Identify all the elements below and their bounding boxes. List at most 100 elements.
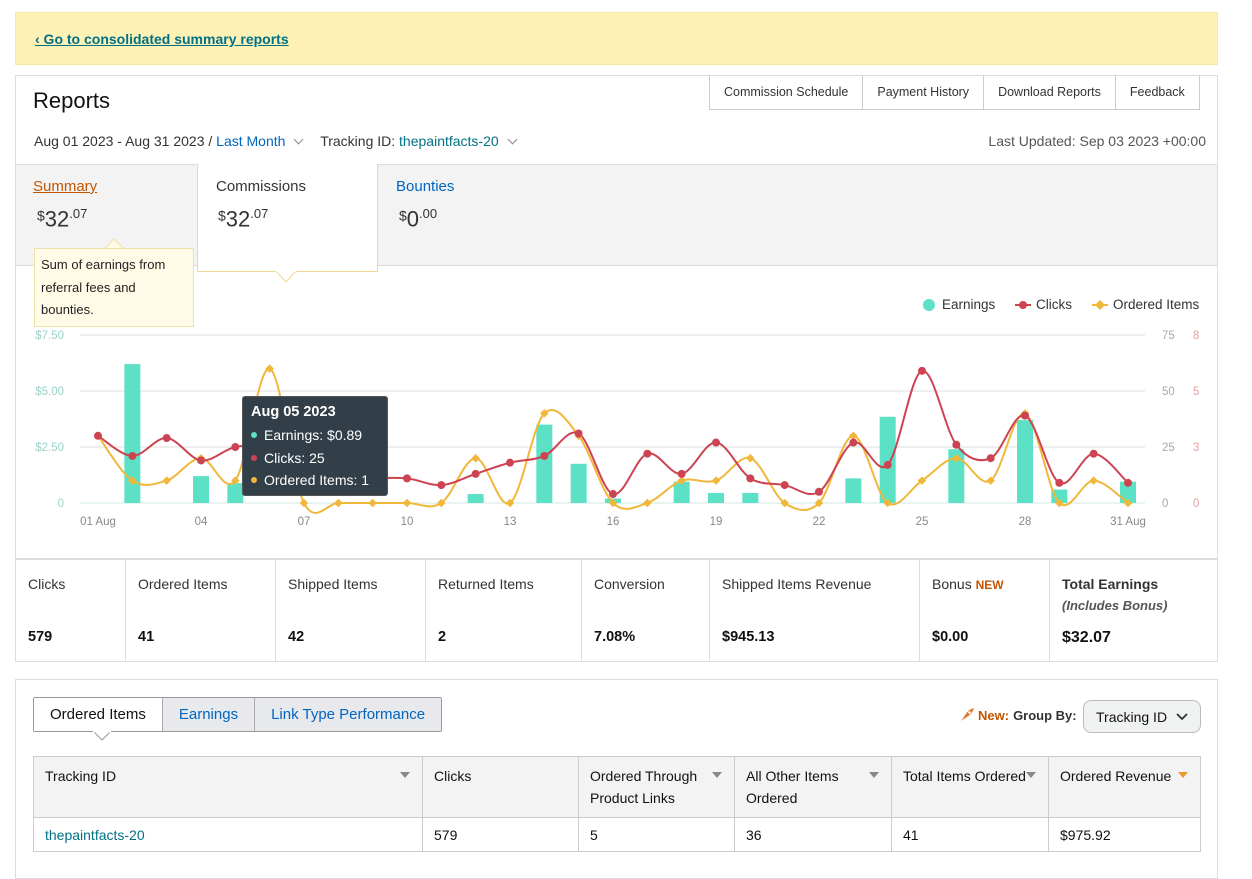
ordered-items-point bbox=[265, 364, 274, 373]
metric-shipped-revenue: Shipped Items Revenue $945.13 bbox=[709, 560, 919, 661]
clicks-point bbox=[574, 429, 583, 438]
download-reports-button[interactable]: Download Reports bbox=[983, 75, 1115, 109]
col-total-items[interactable]: Total Items Ordered bbox=[891, 756, 1049, 818]
ordered-items-point bbox=[677, 476, 686, 485]
legend-earnings[interactable]: Earnings bbox=[922, 297, 995, 312]
cell-ordered-revenue: $975.92 bbox=[1048, 817, 1201, 852]
x-axis-tick: 16 bbox=[607, 516, 620, 528]
ordered-items-point bbox=[299, 498, 309, 508]
y-axis-clicks-tick: 0 bbox=[1162, 498, 1168, 510]
ordered-items-legend-icon bbox=[1092, 299, 1108, 310]
metric-total-earnings: Total Earnings (Includes Bonus) $32.07 bbox=[1049, 560, 1217, 661]
commissions-tab-label[interactable]: Commissions bbox=[216, 178, 307, 195]
commission-schedule-button[interactable]: Commission Schedule bbox=[724, 85, 849, 99]
chevron-down-icon[interactable] bbox=[293, 134, 304, 144]
clicks-point bbox=[540, 451, 549, 460]
ordered-items-table: Tracking ID Clicks Ordered Through Produ… bbox=[33, 756, 1201, 852]
metric-bonus: Bonus NEW $0.00 bbox=[919, 560, 1049, 661]
tab-link-type-performance[interactable]: Link Type Performance bbox=[254, 698, 442, 731]
sort-icon bbox=[1178, 772, 1188, 778]
metric-ordered-items: Ordered Items 41 bbox=[125, 560, 275, 661]
col-clicks[interactable]: Clicks bbox=[422, 756, 579, 818]
clicks-point bbox=[643, 449, 652, 458]
summary-tooltip: Sum of earnings from referral fees and b… bbox=[34, 248, 194, 327]
tracking-id-label: Tracking ID: bbox=[320, 133, 396, 149]
y-axis-left-tick: 0 bbox=[58, 498, 64, 510]
feedback-button[interactable]: Feedback bbox=[1114, 75, 1199, 109]
earnings-bar bbox=[536, 424, 553, 503]
legend-clicks[interactable]: Clicks bbox=[1015, 297, 1072, 312]
ordered-items-point bbox=[917, 476, 927, 485]
y-axis-left-tick: $2.50 bbox=[35, 442, 64, 454]
earnings-bar bbox=[708, 492, 724, 503]
col-tracking-id[interactable]: Tracking ID bbox=[33, 756, 423, 818]
group-by-select[interactable]: Tracking ID bbox=[1083, 700, 1201, 733]
ordered-items-point bbox=[643, 498, 652, 508]
earnings-bar bbox=[845, 478, 862, 503]
y-axis-clicks-tick: 25 bbox=[1162, 442, 1175, 454]
consolidated-summary-link[interactable]: ‹ Go to consolidated summary reports bbox=[35, 31, 289, 47]
clicks-point bbox=[1055, 478, 1064, 487]
bounties-tab-label[interactable]: Bounties bbox=[396, 178, 455, 195]
clicks-point bbox=[609, 490, 617, 499]
col-all-other-items[interactable]: All Other Items Ordered bbox=[734, 756, 892, 818]
clicks-point bbox=[815, 487, 823, 496]
commissions-card[interactable]: Commissions $32.07 bbox=[197, 164, 378, 272]
ordered-items-point bbox=[1123, 498, 1133, 508]
summary-card[interactable]: Summary $32.07 bbox=[16, 164, 197, 266]
period-dropdown[interactable]: Last Month bbox=[216, 133, 286, 149]
clicks-point bbox=[1124, 478, 1132, 487]
bounties-card[interactable]: Bounties $0.00 bbox=[380, 164, 561, 266]
ordered-items-point bbox=[780, 498, 789, 508]
earnings-bar bbox=[124, 364, 141, 503]
payment-history-button[interactable]: Payment History bbox=[862, 75, 983, 109]
clicks-point bbox=[197, 456, 205, 465]
ordered-items-point bbox=[1055, 498, 1064, 508]
y-axis-ordered-tick: 8 bbox=[1193, 330, 1199, 342]
ordered-items-point bbox=[402, 498, 412, 508]
ordered-items-point bbox=[162, 476, 171, 485]
earnings-bar bbox=[879, 416, 896, 503]
x-axis-tick: 22 bbox=[813, 516, 826, 528]
page-title: Reports bbox=[33, 88, 111, 113]
x-axis-tick: 25 bbox=[916, 516, 929, 528]
earnings-bar bbox=[673, 481, 690, 503]
tab-ordered-items[interactable]: Ordered Items bbox=[34, 698, 162, 731]
clicks-point bbox=[403, 474, 411, 483]
performance-chart[interactable]: $7.50 $5.00 $2.50 0 75 50 25 0 8 5 3 0 01 Aug 04 07 10 1… bbox=[0, 320, 1252, 535]
y-axis-left-tick: $7.50 bbox=[35, 330, 64, 342]
chevron-down-icon bbox=[1176, 712, 1188, 720]
sort-icon bbox=[400, 772, 410, 778]
col-ordered-revenue[interactable]: Ordered Revenue bbox=[1048, 756, 1201, 818]
active-tab-pointer bbox=[93, 731, 111, 741]
commissions-value: $32.07 bbox=[218, 206, 269, 232]
x-axis-tick: 07 bbox=[298, 516, 311, 528]
cell-all-other-items: 36 bbox=[734, 817, 892, 852]
earnings-legend-icon bbox=[923, 298, 935, 311]
ordered-items-point bbox=[608, 498, 618, 508]
tracking-id-link[interactable]: thepaintfacts-20 bbox=[45, 826, 145, 843]
chevron-down-icon[interactable] bbox=[507, 134, 518, 144]
x-axis-tick: 19 bbox=[710, 516, 723, 528]
summary-value: $32.07 bbox=[37, 206, 88, 232]
ordered-items-point bbox=[986, 476, 995, 485]
commissions-pointer bbox=[276, 271, 296, 283]
date-range: Aug 01 2023 - Aug 31 2023 / bbox=[34, 133, 213, 149]
tooltip-date: Aug 05 2023 bbox=[251, 404, 336, 420]
ordered-items-point bbox=[746, 453, 755, 463]
tab-earnings[interactable]: Earnings bbox=[161, 698, 255, 731]
legend-ordered-items[interactable]: Ordered Items bbox=[1092, 297, 1199, 312]
x-axis-tick: 31 Aug bbox=[1110, 516, 1146, 528]
tooltip-clicks: Clicks: 25 bbox=[251, 447, 379, 470]
ordered-items-point bbox=[814, 498, 824, 508]
earnings-bar bbox=[193, 476, 209, 503]
ordered-items-point bbox=[505, 498, 515, 508]
tracking-id-dropdown[interactable]: thepaintfacts-20 bbox=[399, 133, 499, 149]
x-axis-tick: 13 bbox=[504, 516, 517, 528]
summary-tab-label[interactable]: Summary bbox=[33, 178, 98, 195]
cell-total-items: 41 bbox=[891, 817, 1049, 852]
clicks-point bbox=[712, 438, 720, 447]
earnings-bar bbox=[227, 483, 244, 503]
col-ordered-through-product-links[interactable]: Ordered Through Product Links bbox=[578, 756, 735, 818]
bounties-value: $0.00 bbox=[399, 206, 438, 232]
